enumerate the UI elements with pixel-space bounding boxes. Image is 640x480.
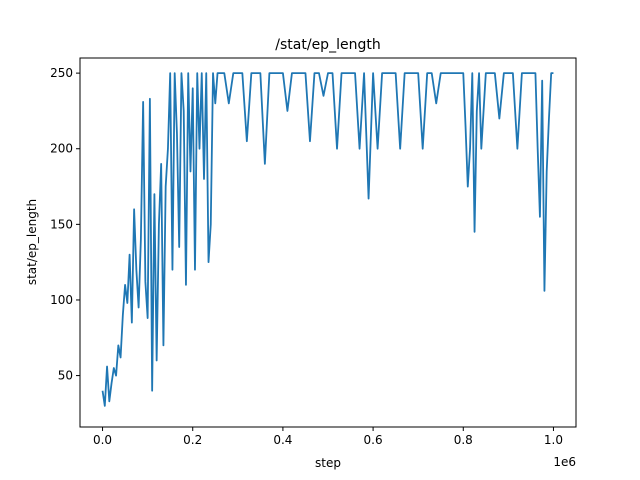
y-axis-title: stat/ep_length: [25, 199, 39, 285]
y-tick-label: 100: [50, 293, 73, 307]
y-tick-label: 50: [58, 369, 73, 383]
plot-frame: [79, 57, 577, 428]
x-tick-label: 0.6: [364, 433, 383, 447]
x-tick-label: 0.2: [183, 433, 202, 447]
x-tick-label: 0.8: [454, 433, 473, 447]
chart-title: /stat/ep_length: [275, 37, 380, 53]
y-tick-label: 200: [50, 142, 73, 156]
x-axis-offset-label: 1e6: [553, 455, 576, 469]
x-axis-title: step: [315, 456, 341, 470]
series-line-0: [101, 72, 554, 407]
x-axis: 0.0 0.2 0.4 0.6 0.8 1.0: [93, 427, 563, 447]
y-tick-label: 250: [50, 66, 73, 80]
x-tick-label: 0.4: [273, 433, 292, 447]
plot-area: [101, 72, 554, 407]
y-axis: 50 100 150 200 250: [50, 66, 80, 383]
y-tick-label: 150: [50, 217, 73, 231]
x-tick-label: 0.0: [93, 433, 112, 447]
x-tick-label: 1.0: [544, 433, 563, 447]
